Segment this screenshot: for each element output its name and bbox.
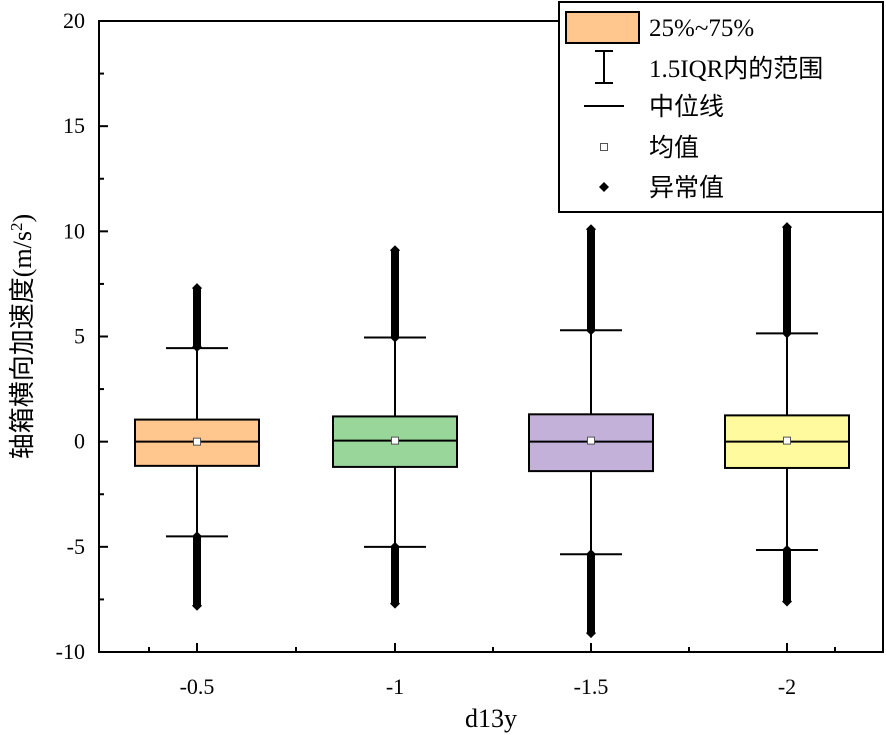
legend-label: 中位线 <box>649 93 724 121</box>
legend-label: 1.5IQR内的范围 <box>649 55 823 83</box>
outlier-point <box>586 628 596 639</box>
x-tick-label: -1 <box>386 674 404 699</box>
mean-marker <box>587 436 595 445</box>
y-axis-title-main: 轴箱横向加速度(m/s <box>8 231 37 459</box>
y-tick-label: -5 <box>67 534 85 559</box>
outlier-point <box>390 245 400 256</box>
y-axis-title-superscript: 2 <box>7 222 26 231</box>
x-tick-label: -0.5 <box>180 674 215 699</box>
legend-box-swatch <box>565 11 640 44</box>
legend-label: 25%~75% <box>649 15 754 42</box>
box-group <box>528 224 654 639</box>
outlier-point <box>192 283 202 294</box>
x-axis-title: d13y <box>465 704 517 733</box>
legend-outlier-swatch <box>599 182 609 192</box>
y-tick-label: 20 <box>63 8 85 33</box>
y-axis-title: 轴箱横向加速度(m/s2) <box>7 214 38 459</box>
y-tick-label: 0 <box>74 429 85 454</box>
y-axis-title-close: ) <box>8 214 37 223</box>
outlier-point <box>192 342 202 353</box>
y-tick-label: 5 <box>74 324 85 349</box>
x-tick-label: -1.5 <box>574 674 609 699</box>
mean-marker <box>783 436 791 445</box>
mean-marker <box>193 437 201 446</box>
boxes <box>134 222 850 639</box>
mean-marker <box>391 436 399 445</box>
box-group <box>134 283 260 611</box>
y-tick-label: 15 <box>63 113 85 138</box>
outlier-point <box>782 596 792 607</box>
y-tick-label: -10 <box>56 639 85 664</box>
outlier-point <box>192 600 202 611</box>
x-tick-label: -2 <box>778 674 796 699</box>
box-group <box>332 245 458 609</box>
box-group <box>724 222 850 607</box>
outlier-point <box>782 222 792 233</box>
legend-label: 均值 <box>649 134 699 162</box>
legend-mean-swatch <box>600 143 608 151</box>
outlier-point <box>390 598 400 609</box>
outlier-point <box>586 224 596 235</box>
axes: -10 -5 0 5 10 15 20 -0.5 -1 -1.5 -2 <box>56 8 884 699</box>
legend-label: 异常值 <box>649 174 724 202</box>
y-tick-label: 10 <box>63 218 85 243</box>
